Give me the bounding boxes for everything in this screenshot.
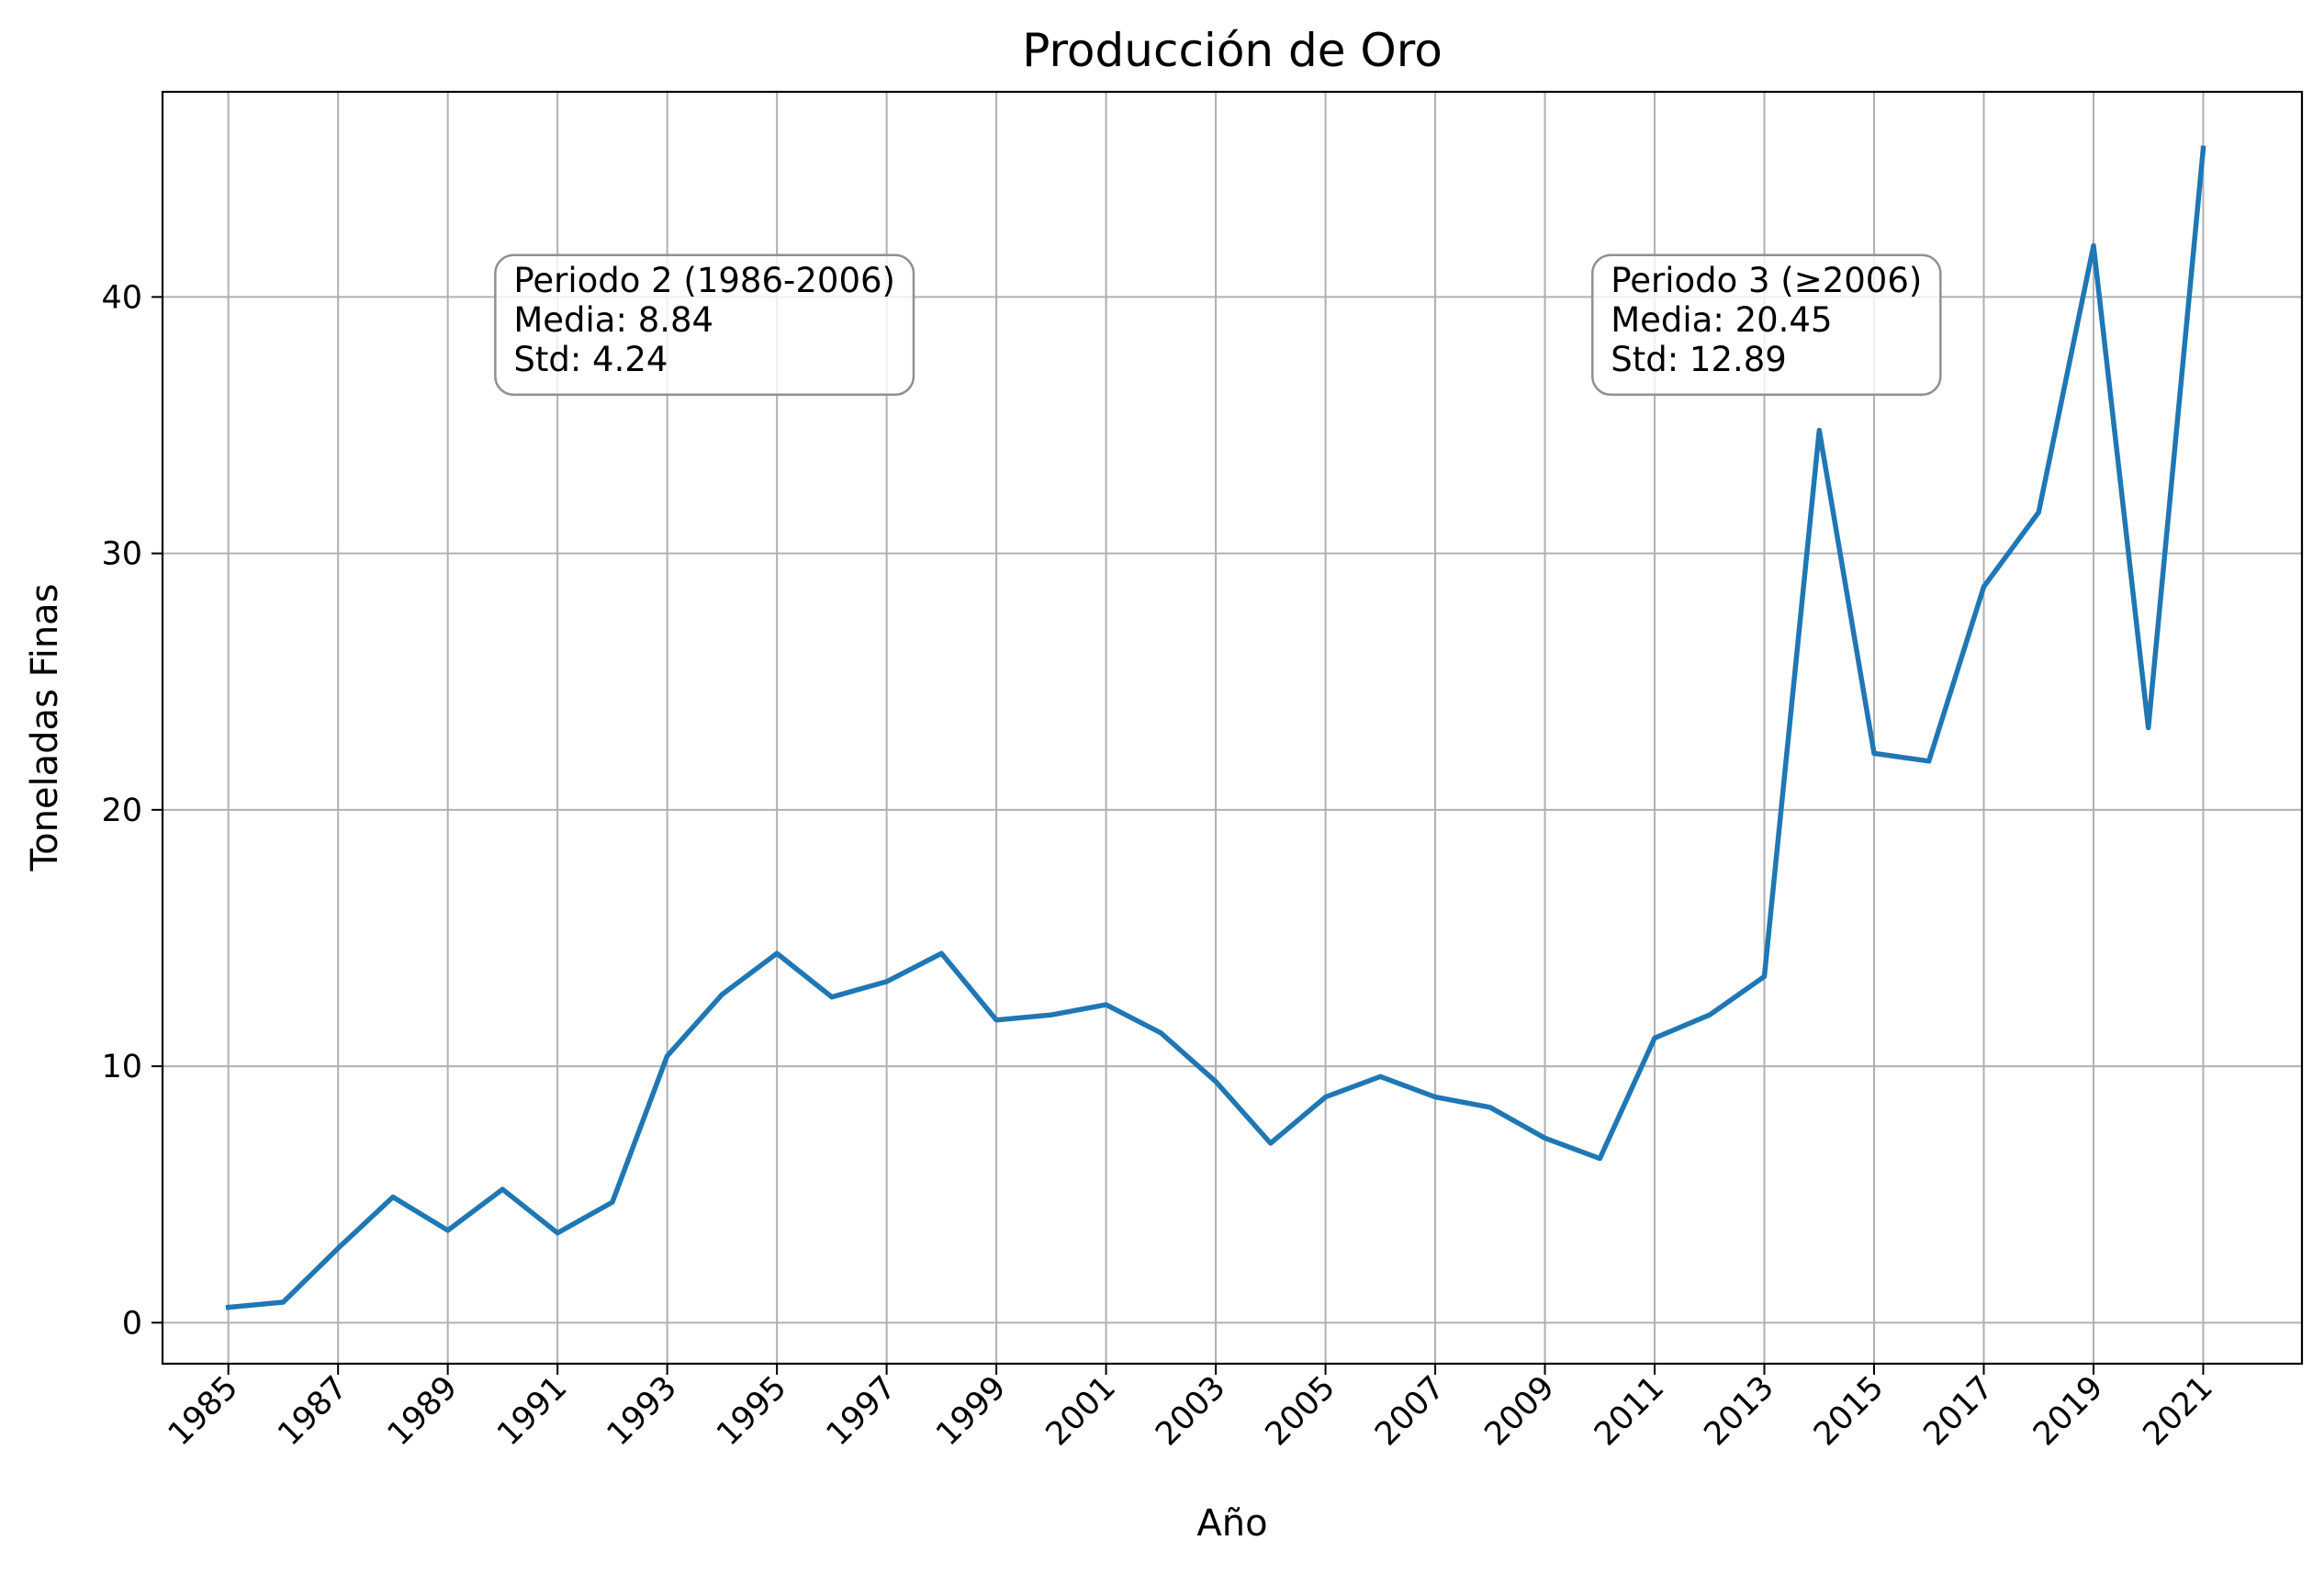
annotation-line: Media: 8.84: [513, 300, 713, 340]
x-axis-label: Año: [1196, 1502, 1267, 1545]
y-tick-label: 10: [101, 1049, 142, 1085]
annotation-line: Std: 12.89: [1611, 340, 1787, 379]
annotation-line: Periodo 2 (1986-2006): [513, 261, 895, 300]
annotation-line: Periodo 3 (≥2006): [1611, 261, 1922, 300]
y-axis-label: Toneladas Finas: [24, 583, 66, 871]
y-tick-label: 30: [101, 536, 142, 573]
chart-title: Producción de Oro: [1022, 24, 1443, 77]
y-tick-label: 40: [101, 279, 142, 316]
y-tick-label: 0: [122, 1305, 142, 1342]
y-tick-label: 20: [101, 793, 142, 829]
annotation-line: Media: 20.45: [1611, 300, 1832, 340]
annotation-line: Std: 4.24: [513, 340, 668, 379]
